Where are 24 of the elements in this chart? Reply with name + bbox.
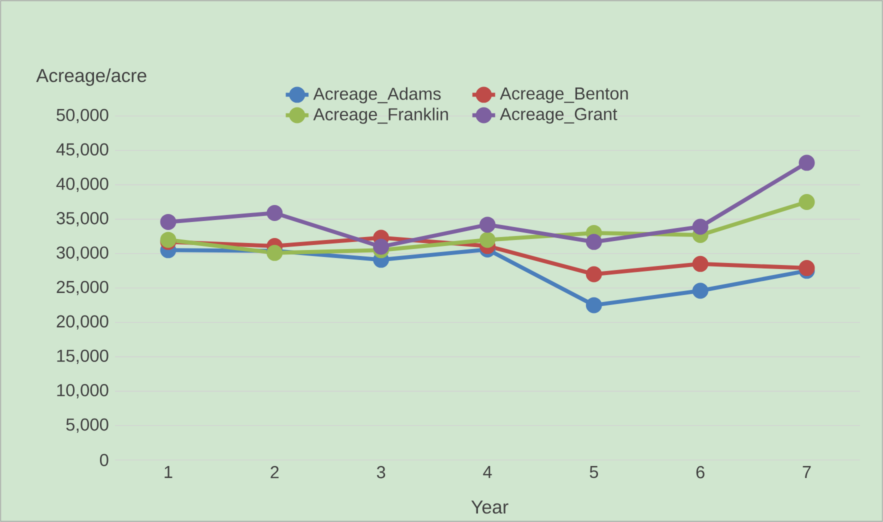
x-tick-label: 5	[590, 466, 598, 478]
legend-label: Acreage_Adams	[313, 87, 441, 104]
x-tick-label: 4	[483, 466, 492, 478]
y-tick-label: 20,000	[56, 315, 108, 330]
x-tick-label: 6	[696, 466, 704, 478]
y-tick-label: 35,000	[56, 212, 108, 226]
x-axis-title: Year	[471, 500, 508, 514]
y-tick-label: 25,000	[56, 280, 108, 296]
y-tick-label: 50,000	[56, 108, 108, 124]
y-tick-label: 40,000	[56, 178, 108, 192]
legend-label: Acreage_Benton	[500, 88, 628, 104]
legend-label: Acreage_Grant	[500, 108, 618, 124]
y-tick-label: 0	[100, 454, 108, 466]
y-tick-label: 5,000	[66, 418, 108, 433]
x-tick-label: 7	[802, 466, 811, 478]
x-tick-label: 2	[270, 466, 279, 478]
y-tick-label: 45,000	[56, 143, 108, 158]
x-tick-label: 1	[164, 466, 172, 478]
y-axis-title: Acreage/acre	[36, 68, 146, 86]
x-tick-label: 3	[376, 466, 386, 478]
y-tick-label: 10,000	[57, 384, 108, 398]
y-tick-label: 30,000	[56, 246, 108, 261]
legend-label: Acreage_Franklin	[313, 108, 448, 124]
y-tick-label: 15,000	[57, 350, 108, 364]
